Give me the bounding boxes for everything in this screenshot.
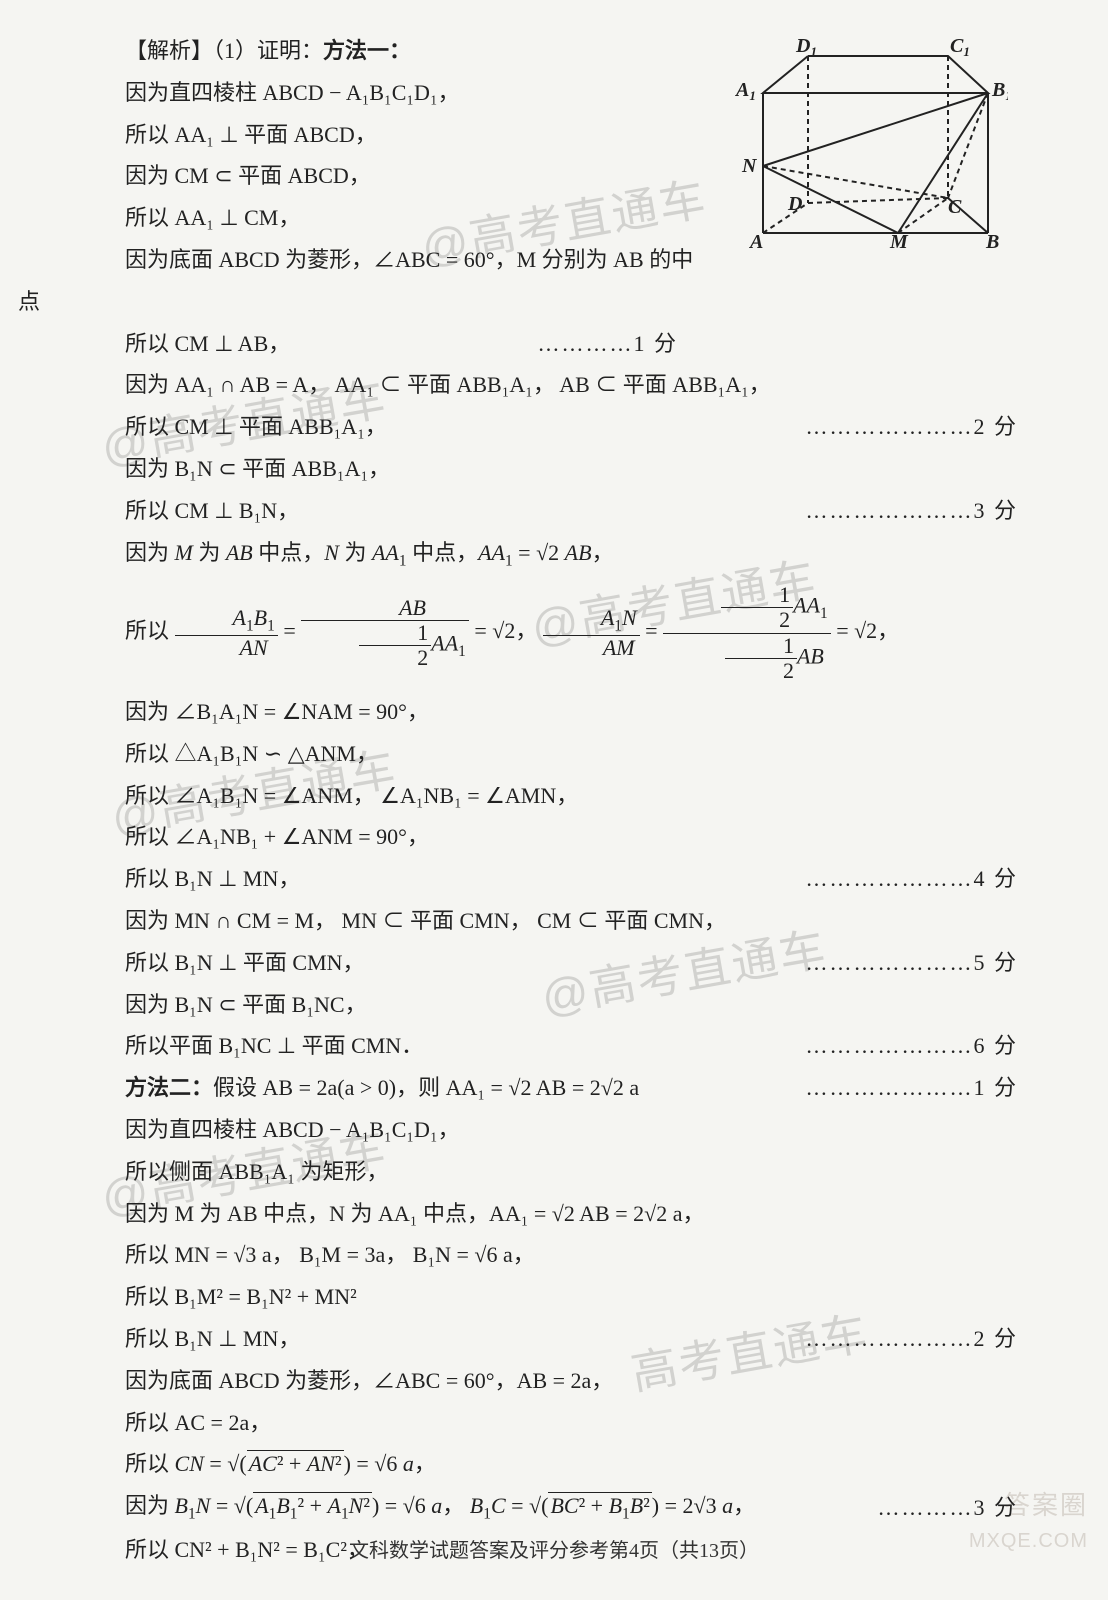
line: 所以 CN = √(AC² + AN²) = √6 a， [70, 1443, 1018, 1485]
score: …………1 分 [482, 323, 678, 365]
method2-label: 方法二： [125, 1075, 213, 1100]
line: 因为 MN ∩ CM = M， MN ⊂ 平面 CMN， CM ⊂ 平面 CMN… [70, 900, 1018, 942]
score: 3 分 [750, 490, 1018, 532]
line: 因为直四棱柱 ABCD − A₁B₁C₁D₁， [70, 72, 1018, 114]
text: 所以 B₁N ⊥ 平面 CMN， [70, 942, 365, 984]
score: 2 分 [750, 1318, 1018, 1360]
line: 所以 ∠A₁B₁N = ∠ANM， ∠A₁NB₁ = ∠AMN， [70, 775, 1018, 817]
line-with-score: 因为 B1N = √(A1B1² + A1N²) = √6 a， B1C = √… [70, 1485, 1018, 1529]
line: 因为底面 ABCD 为菱形，∠ABC = 60°，AB = 2a， [70, 1360, 1018, 1402]
text: 所以平面 B₁NC ⊥ 平面 CMN． [70, 1025, 423, 1067]
line-ratio: 所以 A1B1AN = AB12AA1 = √2， A1NAM = 12AA11… [70, 583, 1018, 683]
line: 所以 B₁M² = B₁N² + MN² [70, 1276, 1018, 1318]
analysis-label: 【解析】（1）证明： [125, 38, 323, 63]
header-line: 【解析】（1）证明：方法一： [70, 30, 1018, 72]
line-with-score: 所以平面 B₁NC ⊥ 平面 CMN． 6 分 [70, 1025, 1018, 1067]
line: 所以侧面 ABB₁A₁ 为矩形， [70, 1151, 1018, 1193]
line: 因为 AA₁ ∩ AB = A， AA₁ ⊂ 平面 ABB₁A₁， AB ⊂ 平… [70, 364, 1018, 406]
score: 4 分 [750, 858, 1018, 900]
line: 所以 MN = √3 a， B₁M = 3a， B₁N = √6 a， [70, 1234, 1018, 1276]
score: 3 分 [822, 1487, 1018, 1529]
text: 所以 CM ⊥ 平面 ABB₁A₁， [70, 406, 387, 448]
text: 所以 B₁N ⊥ MN， [70, 1318, 300, 1360]
score: 2 分 [750, 406, 1018, 448]
line-outdent: 点 [18, 281, 1018, 323]
line: 所以 AA₁ ⊥ 平面 ABCD， [70, 114, 1018, 156]
score: 1 分 [750, 1067, 1018, 1109]
line: 因为直四棱柱 ABCD − A₁B₁C₁D₁， [70, 1109, 1018, 1151]
text: 所以 CM ⊥ B₁N， [70, 490, 299, 532]
method1-label: 方法一： [323, 38, 411, 63]
line-with-score: 所以 CM ⊥ AB， …………1 分 [70, 323, 1018, 365]
line: 因为底面 ABCD 为菱形，∠ABC = 60°，M 分别为 AB 的中 [70, 239, 1018, 281]
line-with-score: 所以 B₁N ⊥ 平面 CMN， 5 分 [70, 942, 1018, 984]
line: 因为 B₁N ⊂ 平面 B₁NC， [70, 984, 1018, 1026]
score: 6 分 [750, 1025, 1018, 1067]
score: 5 分 [750, 942, 1018, 984]
line: 因为 B₁N ⊂ 平面 ABB₁A₁， [70, 448, 1018, 490]
line: 因为 CM ⊂ 平面 ABCD， [70, 155, 1018, 197]
solution-body: 【解析】（1）证明：方法一： 因为直四棱柱 ABCD − A₁B₁C₁D₁， 所… [70, 30, 1018, 1571]
text: 所以 CM ⊥ AB， [70, 323, 290, 365]
line-with-score: 所以 B₁N ⊥ MN， 2 分 [70, 1318, 1018, 1360]
line: 因为 ∠B₁A₁N = ∠NAM = 90°， [70, 691, 1018, 733]
text: 所以 B₁N ⊥ MN， [70, 858, 300, 900]
line-with-score: 所以 B₁N ⊥ MN， 4 分 [70, 858, 1018, 900]
line: 所以 ∠A₁NB₁ + ∠ANM = 90°， [70, 816, 1018, 858]
line: 因为 M 为 AB 中点，N 为 AA1 中点，AA1 = √2 AB， [70, 532, 1018, 576]
line-with-score: 所以 CM ⊥ 平面 ABB₁A₁， 2 分 [70, 406, 1018, 448]
line-with-score: 所以 CM ⊥ B₁N， 3 分 [70, 490, 1018, 532]
line: 所以 AA₁ ⊥ CM， [70, 197, 1018, 239]
line: 所以 △A₁B₁N ∽ △ANM， [70, 733, 1018, 775]
method2-line: 方法二：假设 AB = 2a(a > 0)，则 AA₁ = √2 AB = 2√… [70, 1067, 1018, 1109]
line: 所以 AC = 2a， [70, 1402, 1018, 1444]
line: 所以 CN² + B₁N² = B₁C²， [70, 1529, 1018, 1571]
line: 因为 M 为 AB 中点，N 为 AA₁ 中点，AA₁ = √2 AB = 2√… [70, 1193, 1018, 1235]
